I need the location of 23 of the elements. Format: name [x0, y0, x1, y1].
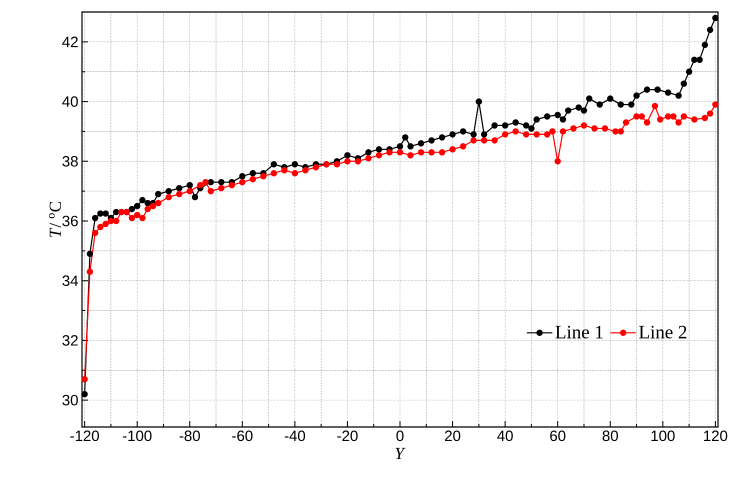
- y-tick-label: 42: [62, 36, 78, 48]
- x-tick-label: 100: [651, 430, 675, 442]
- y-tick-label: 30: [62, 394, 78, 406]
- y-tick-label: 38: [62, 156, 78, 167]
- x-tick-label: 120: [704, 430, 728, 442]
- x-tick-label: 80: [602, 430, 618, 442]
- x-tick-label: 0: [396, 430, 404, 442]
- x-tick-label: 20: [445, 430, 460, 442]
- y-tick-label: 34: [62, 275, 78, 286]
- x-tick-label: -20: [337, 430, 358, 442]
- x-tick-label: -100: [122, 430, 152, 442]
- legend-label: Line 2: [639, 326, 686, 339]
- x-tick-label: -80: [180, 430, 200, 442]
- x-tick-label: 60: [550, 430, 566, 442]
- x-tick-label: 40: [497, 430, 513, 442]
- x-tick-label: -60: [232, 430, 253, 442]
- x-tick-label: -120: [70, 430, 99, 442]
- y-tick-label: 32: [62, 335, 78, 346]
- legend-label: Line 1: [555, 326, 603, 339]
- x-axis-title: Y: [396, 448, 406, 460]
- x-tick-label: -40: [284, 430, 306, 442]
- y-tick-label: 36: [62, 216, 78, 226]
- y-tick-label: 40: [62, 96, 78, 107]
